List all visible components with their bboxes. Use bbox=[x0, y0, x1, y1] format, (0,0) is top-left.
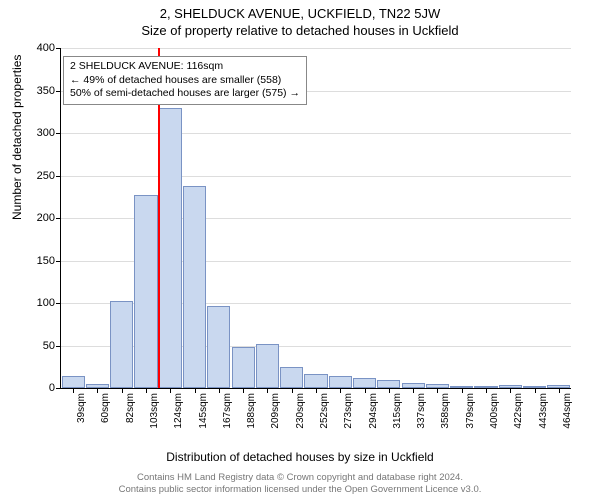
bar bbox=[159, 108, 182, 389]
ytick-label: 250 bbox=[0, 170, 55, 182]
xtick-mark bbox=[559, 388, 560, 393]
xtick-label: 337sqm bbox=[416, 393, 427, 429]
annotation-line-3: 50% of semi-detached houses are larger (… bbox=[70, 87, 300, 101]
xtick-mark bbox=[219, 388, 220, 393]
xtick-mark bbox=[389, 388, 390, 393]
xtick-mark bbox=[146, 388, 147, 393]
xtick-label: 230sqm bbox=[295, 393, 306, 429]
bar bbox=[304, 374, 327, 388]
xtick-mark bbox=[316, 388, 317, 393]
xtick-mark bbox=[437, 388, 438, 393]
xtick-mark bbox=[97, 388, 98, 393]
xtick-label: 358sqm bbox=[440, 393, 451, 429]
bar bbox=[353, 378, 376, 388]
xtick-label: 252sqm bbox=[319, 393, 330, 429]
xtick-label: 167sqm bbox=[222, 393, 233, 429]
xtick-label: 39sqm bbox=[76, 393, 87, 423]
ytick-mark bbox=[56, 303, 61, 304]
xtick-mark bbox=[170, 388, 171, 393]
ytick-label: 50 bbox=[0, 340, 55, 352]
xtick-label: 294sqm bbox=[368, 393, 379, 429]
chart-subtitle: Size of property relative to detached ho… bbox=[0, 21, 600, 38]
bar bbox=[329, 376, 352, 388]
xtick-mark bbox=[267, 388, 268, 393]
xtick-label: 315sqm bbox=[392, 393, 403, 429]
xtick-label: 443sqm bbox=[538, 393, 549, 429]
xtick-mark bbox=[292, 388, 293, 393]
xtick-mark bbox=[122, 388, 123, 393]
xtick-label: 103sqm bbox=[149, 393, 160, 429]
ytick-label: 300 bbox=[0, 127, 55, 139]
xtick-label: 188sqm bbox=[246, 393, 257, 429]
xtick-label: 464sqm bbox=[562, 393, 573, 429]
bar bbox=[183, 186, 206, 388]
ytick-label: 200 bbox=[0, 212, 55, 224]
ytick-mark bbox=[56, 388, 61, 389]
xtick-label: 400sqm bbox=[489, 393, 500, 429]
ytick-label: 350 bbox=[0, 85, 55, 97]
bar bbox=[62, 376, 85, 388]
xtick-mark bbox=[486, 388, 487, 393]
xtick-label: 124sqm bbox=[173, 393, 184, 429]
bar bbox=[280, 367, 303, 388]
bar bbox=[232, 347, 255, 388]
xtick-label: 379sqm bbox=[465, 393, 476, 429]
xtick-label: 273sqm bbox=[343, 393, 354, 429]
ytick-mark bbox=[56, 48, 61, 49]
xtick-mark bbox=[535, 388, 536, 393]
ytick-mark bbox=[56, 346, 61, 347]
annotation-line-1: 2 SHELDUCK AVENUE: 116sqm bbox=[70, 60, 300, 74]
bar bbox=[110, 301, 133, 388]
xtick-mark bbox=[365, 388, 366, 393]
chart-title-address: 2, SHELDUCK AVENUE, UCKFIELD, TN22 5JW bbox=[0, 0, 600, 21]
chart-container: 2, SHELDUCK AVENUE, UCKFIELD, TN22 5JW S… bbox=[0, 0, 600, 500]
annotation-line-2: ← 49% of detached houses are smaller (55… bbox=[70, 74, 300, 88]
footer-line-2: Contains public sector information licen… bbox=[0, 484, 600, 496]
x-axis-label: Distribution of detached houses by size … bbox=[0, 450, 600, 464]
annotation-box: 2 SHELDUCK AVENUE: 116sqm ← 49% of detac… bbox=[63, 56, 307, 105]
xtick-mark bbox=[510, 388, 511, 393]
xtick-label: 422sqm bbox=[513, 393, 524, 429]
xtick-mark bbox=[195, 388, 196, 393]
xtick-mark bbox=[243, 388, 244, 393]
bar bbox=[134, 195, 157, 388]
ytick-mark bbox=[56, 91, 61, 92]
xtick-label: 145sqm bbox=[198, 393, 209, 429]
ytick-mark bbox=[56, 218, 61, 219]
ytick-label: 400 bbox=[0, 42, 55, 54]
footer-line-1: Contains HM Land Registry data © Crown c… bbox=[0, 472, 600, 484]
gridline bbox=[61, 133, 571, 134]
footer: Contains HM Land Registry data © Crown c… bbox=[0, 472, 600, 496]
xtick-mark bbox=[462, 388, 463, 393]
ytick-mark bbox=[56, 261, 61, 262]
xtick-mark bbox=[340, 388, 341, 393]
bar bbox=[377, 380, 400, 389]
ytick-label: 150 bbox=[0, 255, 55, 267]
ytick-mark bbox=[56, 176, 61, 177]
bar bbox=[207, 306, 230, 388]
xtick-mark bbox=[73, 388, 74, 393]
gridline bbox=[61, 176, 571, 177]
xtick-mark bbox=[413, 388, 414, 393]
xtick-label: 82sqm bbox=[125, 393, 136, 423]
ytick-label: 100 bbox=[0, 297, 55, 309]
ytick-mark bbox=[56, 133, 61, 134]
xtick-label: 60sqm bbox=[100, 393, 111, 423]
bar bbox=[256, 344, 279, 388]
xtick-label: 209sqm bbox=[270, 393, 281, 429]
gridline bbox=[61, 48, 571, 49]
ytick-label: 0 bbox=[0, 382, 55, 394]
